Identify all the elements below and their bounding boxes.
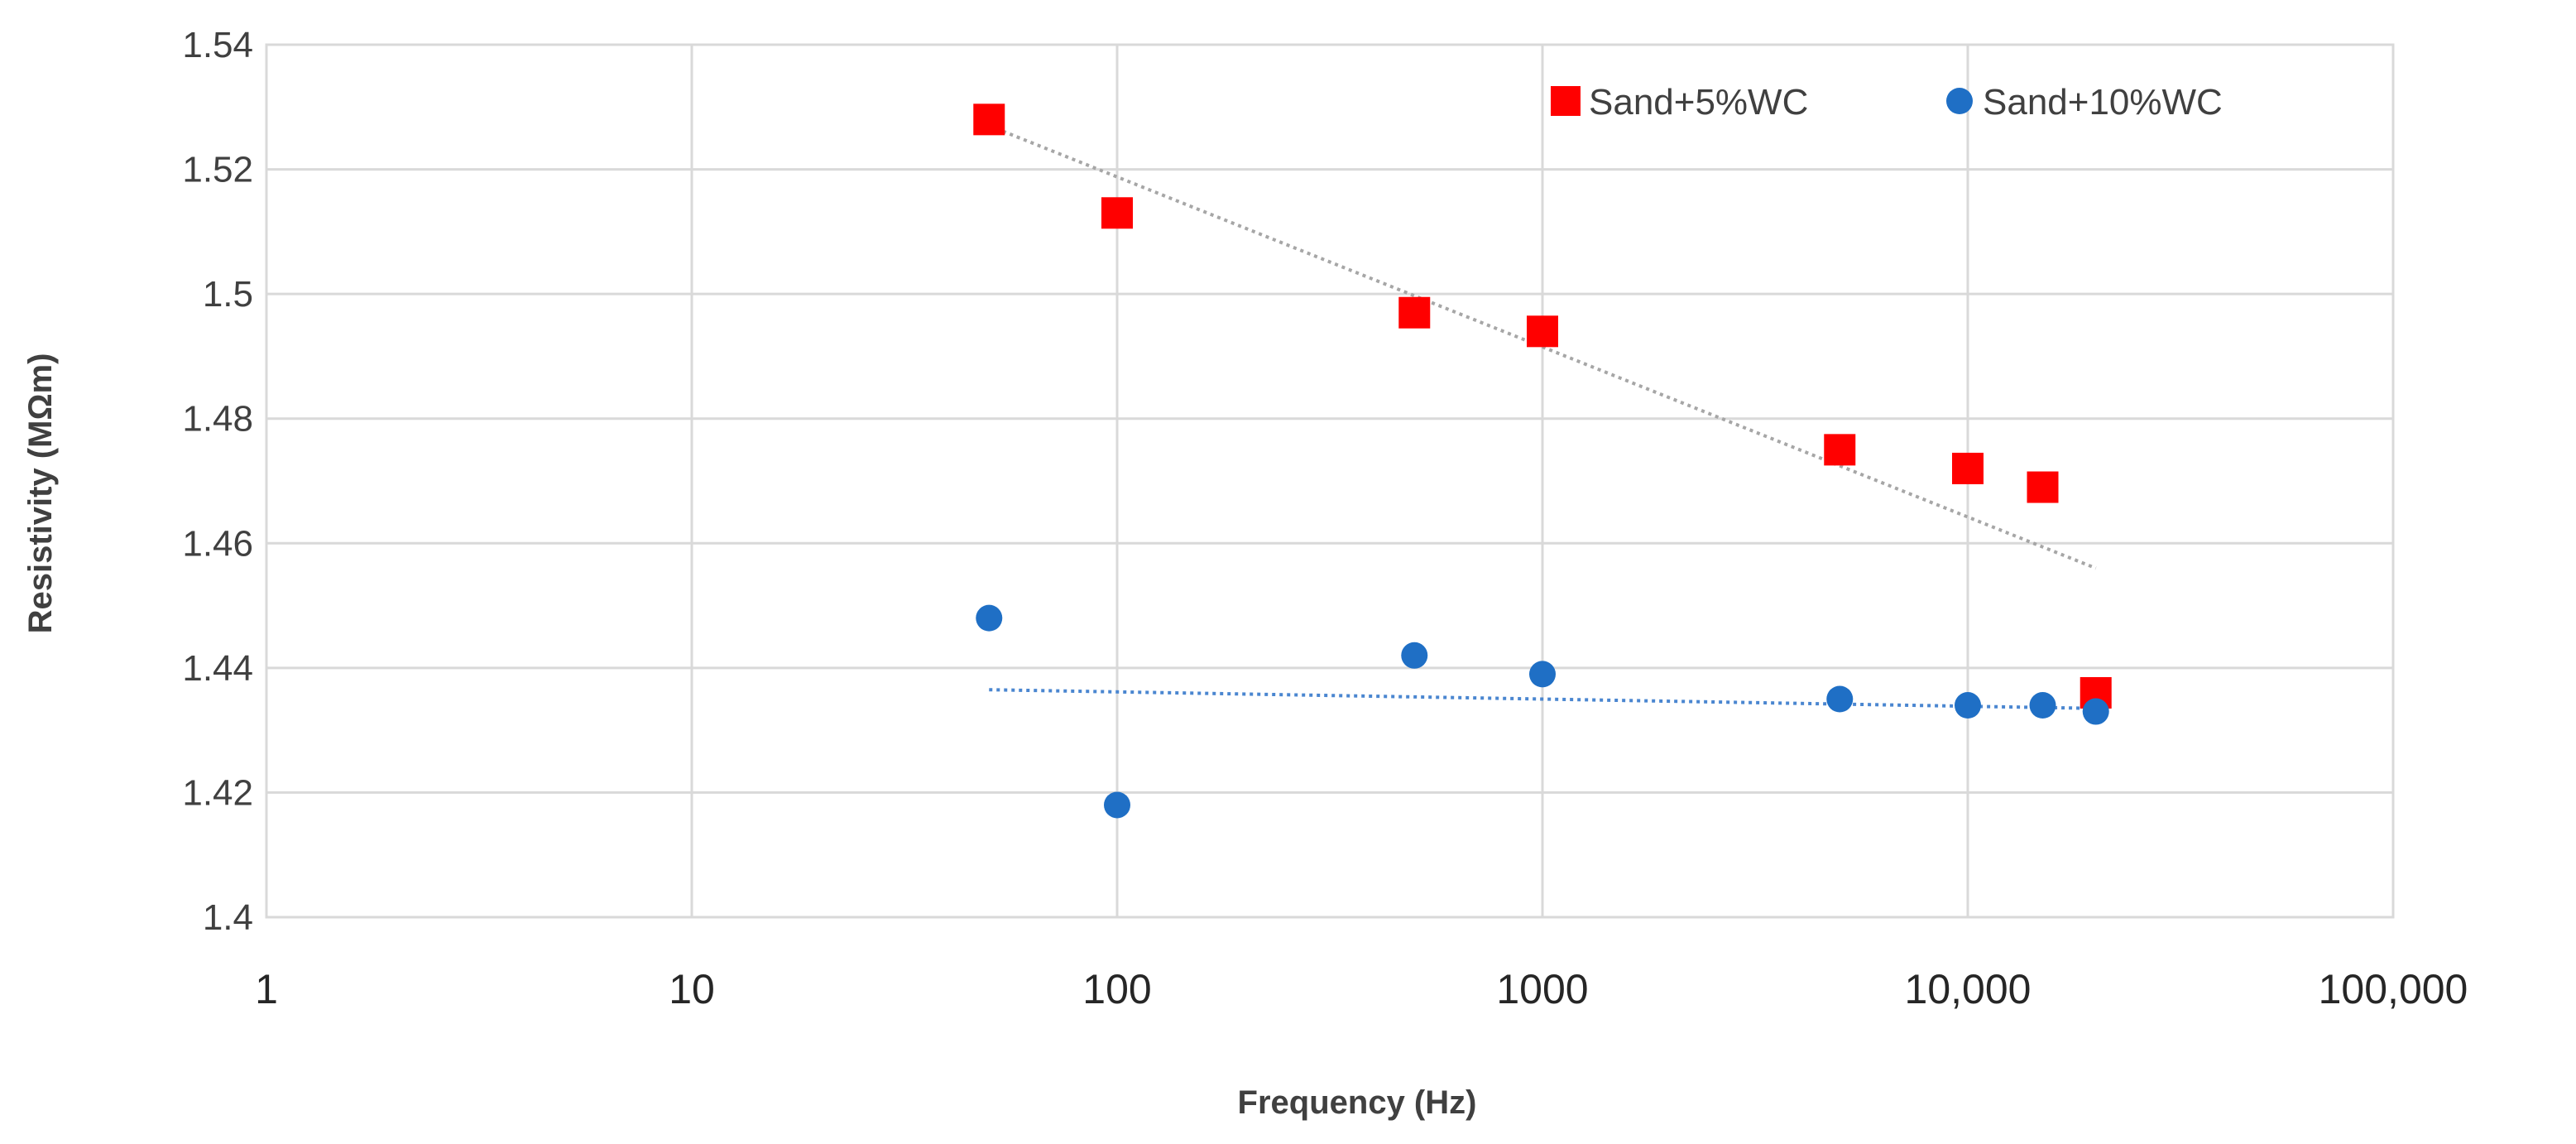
trendline-sand-10wc [989,688,2096,710]
data-point-sand-10wc [976,604,1003,632]
x-tick-label: 10 [669,966,715,1012]
legend-label-sand-10wc: Sand+10%WC [1983,82,2223,123]
data-point-sand-5wc [1398,296,1431,329]
x-tick-label: 10,000 [1905,966,2032,1012]
y-tick-label: 1.44 [182,648,253,689]
y-tick-label: 1.4 [203,897,253,938]
x-tick-label: 100 [1082,966,1151,1012]
data-point-sand-5wc [1101,197,1133,229]
y-axis-title: Resistivity (MΩm) [22,353,59,634]
data-point-sand-10wc [1401,642,1428,669]
legend: Sand+5%WC Sand+10%WC [1551,82,2223,123]
tick-labels: 1.4 1.42 1.44 1.46 1.48 1.5 1.52 1.54 1 10 100 1000… [182,25,2468,1012]
y-tick-label: 1.52 [182,150,253,190]
legend-label-sand-5wc: Sand+5%WC [1589,82,1808,123]
data-point-sand-10wc [1826,685,1854,713]
x-tick-label: 1000 [1496,966,1588,1012]
data-point-sand-10wc [2029,692,2056,719]
plot-area-border [265,43,2395,919]
data-point-sand-5wc [973,103,1005,136]
y-tick-label: 1.48 [182,399,253,440]
data-point-sand-5wc [1952,452,1984,484]
data-point-sand-5wc [2027,471,2059,503]
y-tick-label: 1.42 [182,772,253,813]
data-point-sand-5wc [1527,315,1558,348]
legend-marker-sand-10wc [1946,88,1973,114]
y-tick-label: 1.54 [182,25,253,65]
data-point-sand-10wc [2082,698,2109,725]
data-point-sand-10wc [1529,661,1556,688]
x-tick-label: 100,000 [2319,966,2468,1012]
data-point-sand-10wc [1104,791,1130,819]
data-point-sand-10wc [1955,692,1981,719]
data-points [973,103,2112,819]
y-tick-label: 1.5 [203,274,253,315]
y-tick-label: 1.46 [182,523,253,564]
legend-marker-sand-5wc [1551,86,1581,116]
x-tick-label: 1 [255,966,278,1012]
data-point-sand-5wc [1824,434,1856,466]
x-axis-title: Frequency (Hz) [1238,1084,1477,1121]
